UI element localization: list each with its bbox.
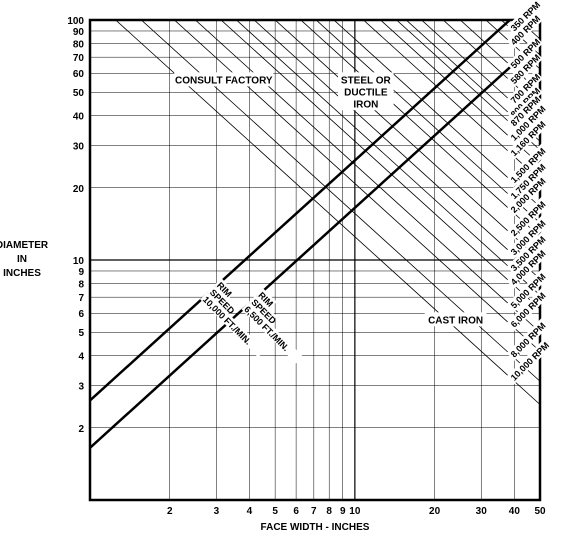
x-tick: 2 (167, 506, 173, 517)
y-axis-label: INCHES (3, 268, 41, 279)
y-tick: 4 (78, 352, 84, 363)
x-tick: 10 (349, 506, 361, 517)
x-tick: 8 (326, 506, 332, 517)
y-tick: 50 (73, 88, 85, 99)
y-tick: 60 (73, 69, 85, 80)
y-tick: 40 (73, 112, 85, 123)
y-tick: 6 (78, 309, 84, 320)
selection-chart: 2345678910203040502345678910203040506070… (0, 0, 562, 550)
region-label: CAST IRON (428, 315, 483, 326)
y-tick: 80 (73, 39, 85, 50)
x-tick: 4 (247, 506, 253, 517)
y-tick: 10 (73, 256, 85, 267)
y-tick: 100 (67, 16, 84, 27)
region-label: CONSULT FACTORY (175, 75, 273, 86)
y-tick: 2 (78, 424, 84, 435)
region-label: IRON (353, 99, 378, 110)
x-tick: 50 (534, 506, 546, 517)
y-axis-label: IN (17, 254, 27, 265)
y-tick: 3 (78, 381, 84, 392)
y-tick: 30 (73, 141, 85, 152)
y-tick: 8 (78, 279, 84, 290)
x-tick: 7 (311, 506, 317, 517)
x-tick: 40 (509, 506, 521, 517)
x-tick: 5 (272, 506, 278, 517)
x-tick: 3 (214, 506, 220, 517)
y-tick: 9 (78, 267, 84, 278)
x-tick: 6 (293, 506, 299, 517)
region-label: STEEL OR (341, 75, 392, 86)
y-tick: 5 (78, 328, 84, 339)
x-tick: 30 (476, 506, 488, 517)
x-tick: 9 (340, 506, 346, 517)
y-axis-label: DIAMETER (0, 240, 49, 251)
x-tick: 20 (429, 506, 441, 517)
y-tick: 70 (73, 53, 85, 64)
y-tick: 7 (78, 293, 84, 304)
region-label: DUCTILE (344, 87, 388, 98)
x-axis-label: FACE WIDTH - INCHES (261, 522, 370, 533)
y-tick: 90 (73, 27, 85, 38)
y-tick: 20 (73, 184, 85, 195)
